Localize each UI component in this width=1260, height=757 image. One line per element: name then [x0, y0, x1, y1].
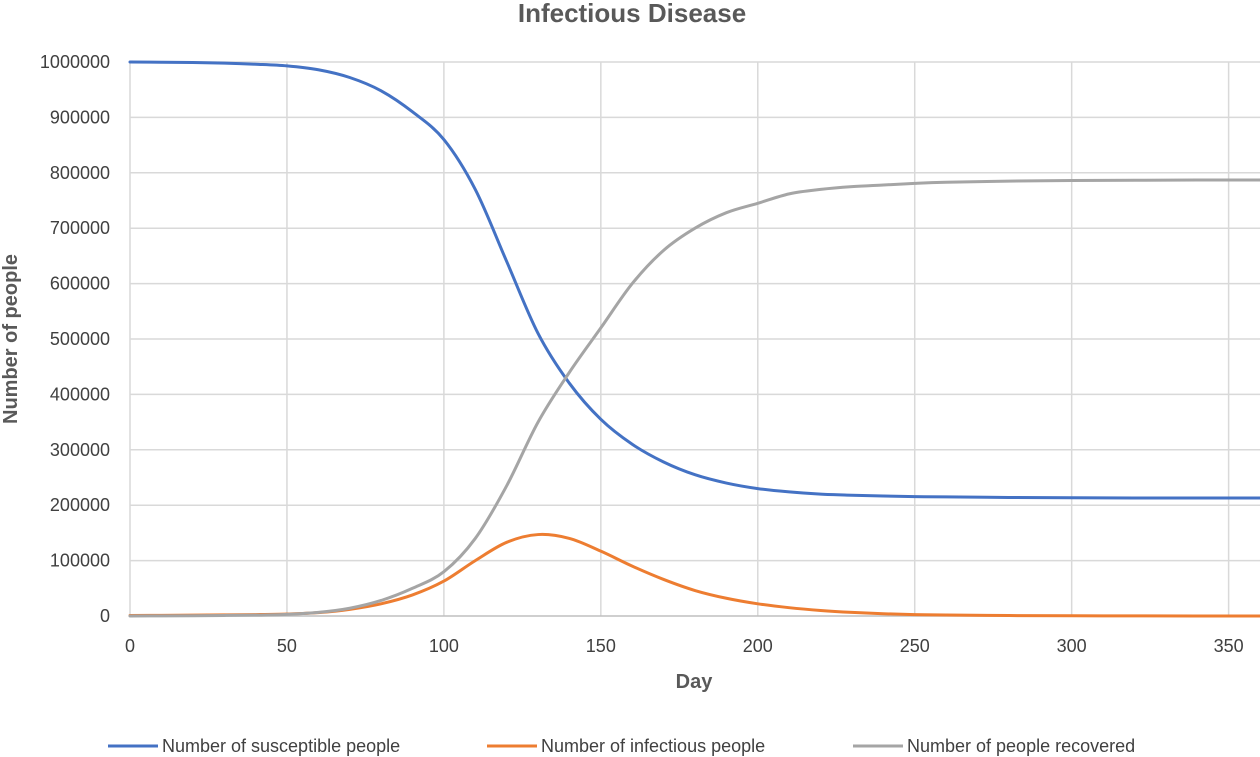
y-tick-label: 0 — [100, 606, 110, 626]
gridlines — [130, 61, 1260, 616]
x-axis-title: Day — [676, 671, 714, 693]
legend-item-susceptible: Number of susceptible people — [108, 736, 400, 756]
infectious-series-line — [128, 532, 1260, 618]
y-tick-label: 600000 — [50, 274, 110, 294]
susceptible-series-line — [128, 60, 1260, 500]
y-tick-label: 200000 — [50, 495, 110, 515]
y-tick-label: 900000 — [50, 107, 110, 127]
y-tick-label: 300000 — [50, 440, 110, 460]
x-tick-label: 350 — [1214, 636, 1244, 656]
legend: Number of susceptible people Number of in… — [108, 736, 1135, 756]
legend-item-infectious: Number of infectious people — [487, 736, 765, 756]
y-tick-label: 500000 — [50, 329, 110, 349]
legend-item-recovered: Number of people recovered — [853, 736, 1135, 756]
x-tick-label: 50 — [277, 636, 297, 656]
legend-label: Number of susceptible people — [162, 736, 400, 756]
x-tick-label: 100 — [429, 636, 459, 656]
y-tick-label: 100000 — [50, 551, 110, 571]
y-axis-title: Number of people — [0, 254, 22, 424]
y-tick-label: 1000000 — [40, 52, 110, 72]
axes: 0 100000 200000 300000 400000 500000 600000 700… — [40, 52, 1260, 656]
y-tick-label: 400000 — [50, 384, 110, 404]
x-tick-label: 150 — [586, 636, 616, 656]
x-tick-label: 250 — [900, 636, 930, 656]
legend-label: Number of people recovered — [907, 736, 1135, 756]
x-tick-label: 300 — [1057, 636, 1087, 656]
x-tick-label: 200 — [743, 636, 773, 656]
y-tick-label: 800000 — [50, 163, 110, 183]
x-tick-label: 0 — [125, 636, 135, 656]
recovered-series-line — [128, 178, 1260, 618]
chart-title: Infectious Disease — [518, 0, 746, 28]
y-tick-label: 700000 — [50, 218, 110, 238]
series-lines — [128, 60, 1260, 618]
legend-label: Number of infectious people — [541, 736, 765, 756]
